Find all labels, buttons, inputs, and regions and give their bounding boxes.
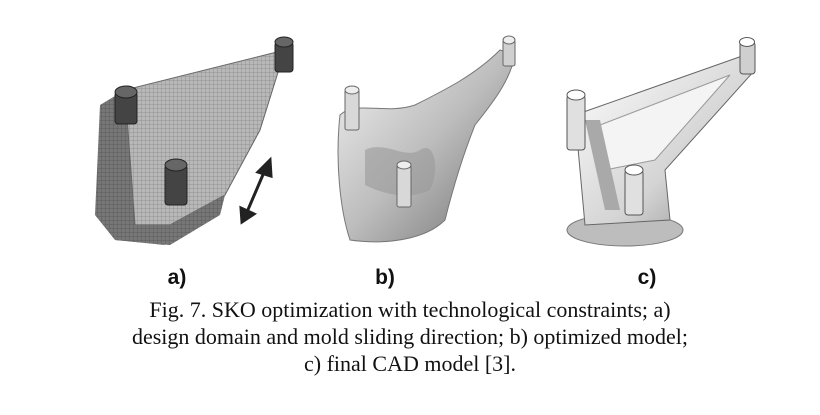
panel-label-c: c) <box>637 266 657 289</box>
panel-label-a: a) <box>167 266 187 289</box>
figure-caption: Fig. 7. SKO optimization with technologi… <box>20 296 800 377</box>
boss-top-right <box>274 36 294 73</box>
panel-a-design-domain <box>85 20 300 260</box>
optimized-boss-left <box>344 85 360 131</box>
caption-line-1: Fig. 7. SKO optimization with technologi… <box>149 297 671 322</box>
optimized-body <box>337 49 516 243</box>
mesh-side-face <box>95 90 165 245</box>
mesh-bottom-face <box>115 195 225 245</box>
cad-boss-top-right <box>739 37 756 75</box>
boss-left <box>114 85 138 125</box>
cad-boss-bottom <box>624 164 644 216</box>
design-domain-illustration <box>95 36 294 245</box>
final-cad-model-illustration <box>566 37 756 247</box>
panel-b-optimized-model <box>325 20 525 260</box>
panel-label-b: b) <box>375 266 395 289</box>
cad-boss-left <box>566 89 586 151</box>
cad-rib <box>585 120 620 210</box>
optimized-boss-bottom <box>396 160 412 208</box>
boss-bottom <box>164 158 188 206</box>
optimized-model-illustration <box>337 35 516 243</box>
optimized-boss-top <box>502 35 516 67</box>
panel-c-final-cad-model <box>545 20 785 260</box>
mesh-top-face <box>124 49 286 226</box>
sliding-direction-arrow <box>239 156 273 225</box>
caption-line-2: design domain and mold sliding direction… <box>131 324 689 349</box>
caption-line-3: c) final CAD model [3]. <box>304 351 516 376</box>
